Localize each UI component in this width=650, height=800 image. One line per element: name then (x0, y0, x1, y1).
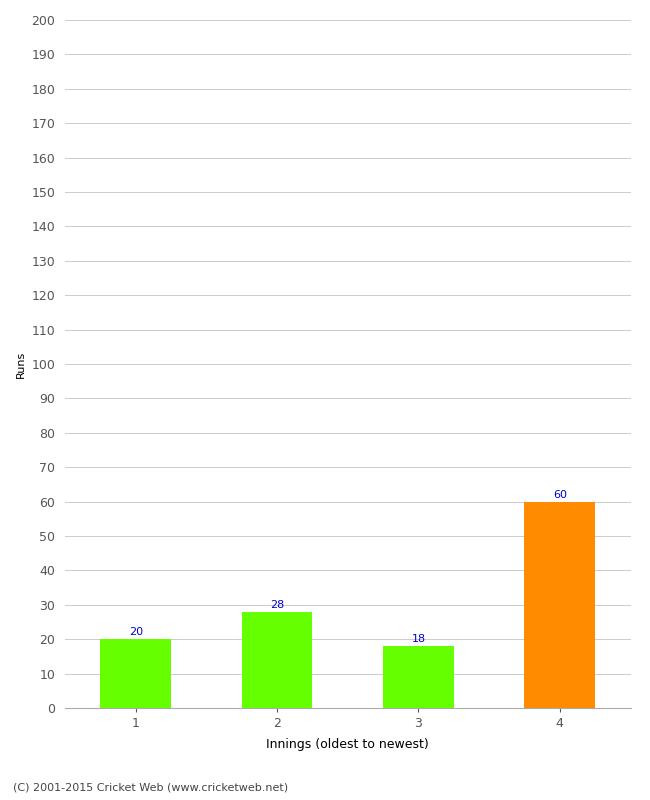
Text: 18: 18 (411, 634, 426, 644)
Text: 20: 20 (129, 627, 143, 638)
Text: 60: 60 (552, 490, 567, 500)
Bar (100, 639, 171, 708)
X-axis label: Innings (oldest to newest): Innings (oldest to newest) (266, 738, 429, 751)
Bar (525, 502, 595, 708)
Text: 28: 28 (270, 600, 284, 610)
Bar (383, 646, 454, 708)
Y-axis label: Runs: Runs (16, 350, 26, 378)
Text: (C) 2001-2015 Cricket Web (www.cricketweb.net): (C) 2001-2015 Cricket Web (www.cricketwe… (13, 782, 288, 792)
Bar (242, 612, 313, 708)
